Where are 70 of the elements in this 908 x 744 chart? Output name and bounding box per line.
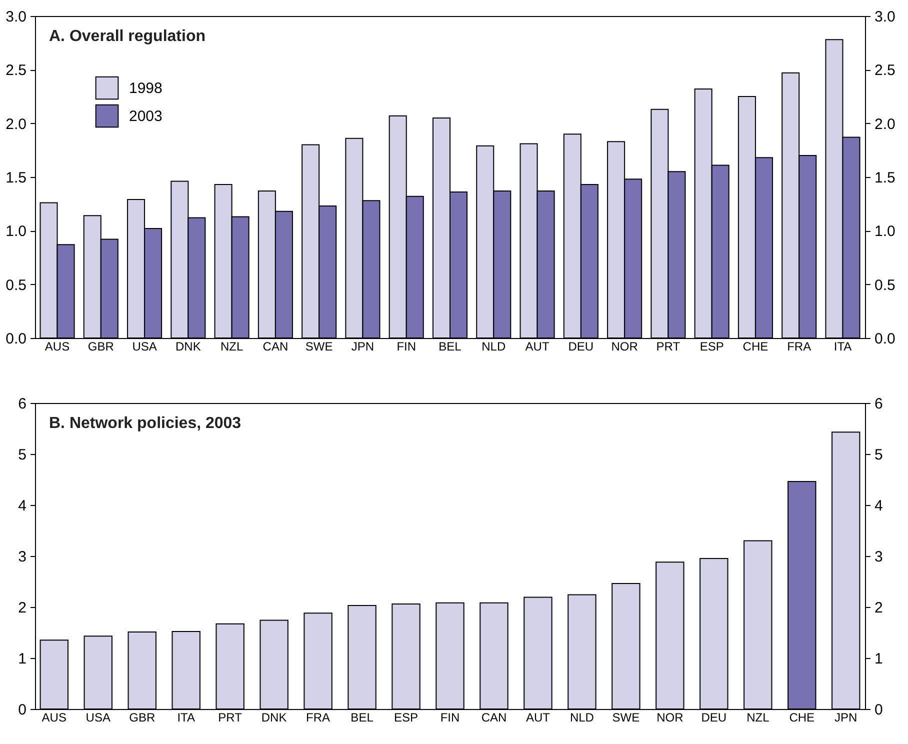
x-tick-label: DNK — [176, 340, 201, 354]
y2-tick-label: 1 — [874, 650, 883, 668]
legend-label: 2003 — [129, 108, 162, 125]
x-tick-label: USA — [132, 340, 157, 354]
x-tick-label: DEU — [701, 710, 727, 724]
y2-tick-label: 2 — [874, 600, 883, 616]
y2-tick-label: 5 — [874, 446, 883, 464]
x-tick-label: BEL — [438, 340, 462, 354]
x-tick-label: USA — [86, 710, 110, 724]
y2-tick-label: 6 — [874, 396, 883, 412]
x-tick-label: JPN — [834, 710, 858, 724]
y-tick-label: 0.5 — [6, 276, 26, 294]
x-tick-label: JPN — [351, 340, 374, 354]
x-tick-label: FIN — [396, 340, 416, 354]
x-tick-label: ITA — [177, 710, 195, 724]
x-tick-label: AUT — [526, 710, 551, 724]
legend-label: 1998 — [129, 80, 162, 97]
y-tick-label: 5 — [18, 446, 26, 464]
y-tick-label: 1.0 — [6, 223, 26, 240]
y-tick-label: 2.0 — [6, 116, 26, 133]
y-tick-label: 2.5 — [6, 62, 26, 80]
x-tick-label: AUS — [44, 340, 70, 354]
x-tick-label: NZL — [746, 710, 770, 724]
text: A. Overall regulation — [49, 28, 206, 45]
y-tick-label: 3.0 — [6, 8, 26, 26]
x-tick-label: FRA — [787, 340, 812, 354]
x-tick-label: BEL — [350, 710, 374, 724]
y-tick-label: 1.5 — [6, 170, 26, 186]
y2-tick-label: 1.5 — [874, 170, 896, 186]
y-tick-label: 0.0 — [6, 330, 26, 348]
x-tick-label: AUS — [42, 710, 66, 724]
y-tick-label: 4 — [18, 498, 26, 514]
x-tick-label: PRT — [656, 340, 681, 354]
y2-tick-label: 0.5 — [874, 276, 896, 294]
x-tick-label: GBR — [88, 340, 114, 354]
x-tick-label: NZL — [220, 340, 244, 354]
x-tick-label: FIN — [440, 710, 460, 724]
y2-tick-label: 0 — [874, 702, 883, 718]
y-tick-label: 0 — [18, 702, 26, 718]
x-tick-label: NLD — [570, 710, 594, 724]
y2-tick-label: 3 — [874, 548, 883, 566]
y2-tick-label: 1.0 — [874, 223, 896, 240]
text: B. Network policies, 2003 — [49, 415, 242, 432]
x-tick-label: PRT — [218, 710, 243, 724]
x-tick-label: ESP — [700, 340, 724, 354]
y2-tick-label: 0.0 — [874, 330, 896, 348]
x-tick-label: DEU — [568, 340, 594, 354]
x-tick-label: CAN — [481, 710, 507, 724]
x-tick-label: NOR — [611, 340, 638, 354]
x-tick-label: CHE — [742, 340, 768, 354]
x-tick-label: SWE — [612, 710, 640, 724]
x-tick-label: CAN — [262, 340, 288, 354]
y-tick-label: 6 — [18, 396, 26, 412]
x-tick-label: SWE — [305, 340, 333, 354]
x-tick-label: ITA — [834, 340, 852, 354]
y-tick-label: 3 — [18, 548, 26, 566]
x-tick-label: NOR — [656, 710, 684, 724]
x-tick-label: AUT — [525, 340, 550, 354]
y2-tick-label: 2.5 — [874, 62, 896, 80]
y2-tick-label: 2.0 — [874, 116, 896, 133]
y-tick-label: 2 — [18, 600, 26, 616]
x-tick-label: NLD — [482, 340, 506, 354]
x-tick-label: CHE — [789, 710, 815, 724]
x-tick-label: FRA — [306, 710, 330, 724]
x-tick-label: ESP — [394, 710, 418, 724]
y2-tick-label: 4 — [874, 498, 883, 514]
y-tick-label: 1 — [18, 650, 26, 668]
y2-tick-label: 3.0 — [874, 8, 896, 26]
x-tick-label: DNK — [261, 710, 287, 724]
x-tick-label: GBR — [129, 710, 156, 724]
